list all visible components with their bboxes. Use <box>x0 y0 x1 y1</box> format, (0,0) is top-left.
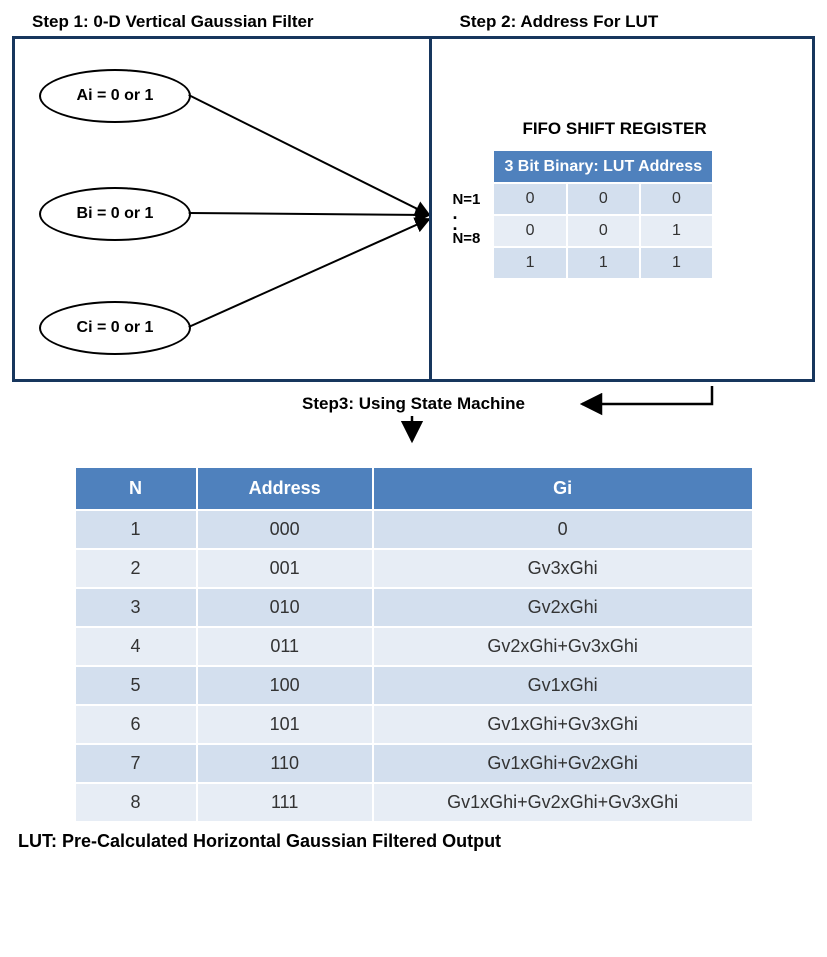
step1-label: Step 1: 0-D Vertical Gaussian Filter <box>12 12 450 32</box>
ellipse-ai: Ai = 0 or 1 <box>39 69 191 123</box>
fifo-cell: 1 <box>493 247 566 279</box>
lut-row: 3010Gv2xGhi <box>75 588 753 627</box>
lut-header-addr: Address <box>197 467 373 510</box>
lut-row: 5100Gv1xGhi <box>75 666 753 705</box>
fifo-table: 3 Bit Binary: LUT Address 0 0 0 0 0 1 1 … <box>492 149 714 280</box>
lut-header-n: N <box>75 467 197 510</box>
lut-row: 6101Gv1xGhi+Gv3xGhi <box>75 705 753 744</box>
fifo-cell: 0 <box>493 215 566 247</box>
n-bottom: N=8 <box>452 230 480 247</box>
right-pane: FIFO SHIFT REGISTER N=1 . . N=8 3 Bit Bi… <box>432 39 812 379</box>
fifo-row: 0 0 0 <box>493 183 713 215</box>
n-dot2: . <box>452 219 480 230</box>
lut-row: 8111Gv1xGhi+Gv2xGhi+Gv3xGhi <box>75 783 753 822</box>
step3-row: Step3: Using State Machine <box>12 386 815 446</box>
fifo-cell: 1 <box>640 215 713 247</box>
fifo-cell: 0 <box>567 183 640 215</box>
lut-table: N Address Gi 10000 2001Gv3xGhi 3010Gv2xG… <box>74 466 754 823</box>
step3-arrows <box>12 386 815 446</box>
n-labels: N=1 . . N=8 <box>452 191 480 247</box>
fifo-cell: 0 <box>567 215 640 247</box>
fifo-row: 0 0 1 <box>493 215 713 247</box>
fifo-row: 1 1 1 <box>493 247 713 279</box>
fifo-cell: 1 <box>567 247 640 279</box>
lut-row: 4011Gv2xGhi+Gv3xGhi <box>75 627 753 666</box>
fifo-cell: 0 <box>493 183 566 215</box>
left-pane: Ai = 0 or 1 Bi = 0 or 1 Ci = 0 or 1 <box>15 39 432 379</box>
lut-row: 2001Gv3xGhi <box>75 549 753 588</box>
fifo-header: 3 Bit Binary: LUT Address <box>493 150 713 183</box>
fifo-cell: 0 <box>640 183 713 215</box>
fifo-title: FIFO SHIFT REGISTER <box>522 119 706 139</box>
ellipse-ci: Ci = 0 or 1 <box>39 301 191 355</box>
ellipse-bi: Bi = 0 or 1 <box>39 187 191 241</box>
main-diagram-box: Ai = 0 or 1 Bi = 0 or 1 Ci = 0 or 1 FIFO… <box>12 36 815 382</box>
step2-label: Step 2: Address For LUT <box>450 12 815 32</box>
lut-caption: LUT: Pre-Calculated Horizontal Gaussian … <box>12 831 815 852</box>
lut-header-gi: Gi <box>373 467 753 510</box>
step-labels: Step 1: 0-D Vertical Gaussian Filter Ste… <box>12 12 815 32</box>
fifo-cell: 1 <box>640 247 713 279</box>
lut-row: 7110Gv1xGhi+Gv2xGhi <box>75 744 753 783</box>
lut-row: 10000 <box>75 510 753 549</box>
